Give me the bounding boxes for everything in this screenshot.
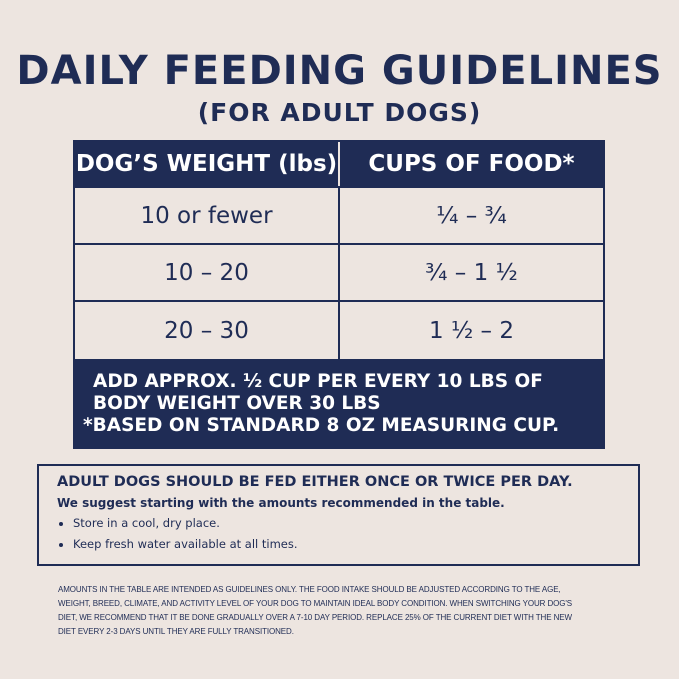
- weight-cell: 20 – 30: [164, 317, 249, 344]
- table-footnote: ADD APPROX. ½ CUP PER EVERY 10 LBS OF BO…: [75, 359, 603, 447]
- cups-cell: ¼ – ¾: [338, 188, 603, 243]
- info-heading: ADULT DOGS SHOULD BE FED EITHER ONCE OR …: [57, 474, 573, 490]
- page-title: DAILY FEEDING GUIDELINES: [16, 48, 663, 94]
- header-weight: DOG’S WEIGHT (lbs): [75, 151, 338, 177]
- info-suggestion: We suggest starting with the amounts rec…: [57, 496, 505, 510]
- table-row: 20 – 30 1 ½ – 2: [75, 302, 603, 359]
- extra-weight-note: ADD APPROX. ½ CUP PER EVERY 10 LBS OF BO…: [93, 371, 543, 414]
- feeding-table: DOG’S WEIGHT (lbs) CUPS OF FOOD* 10 or f…: [73, 140, 605, 449]
- table-header: DOG’S WEIGHT (lbs) CUPS OF FOOD*: [75, 142, 603, 188]
- bullet-item: Keep fresh water available at all times.: [73, 534, 620, 555]
- header-cups: CUPS OF FOOD*: [338, 142, 603, 186]
- bullet-item: Store in a cool, dry place.: [73, 513, 620, 534]
- fine-print: AMOUNTS IN THE TABLE ARE INTENDED AS GUI…: [58, 584, 573, 636]
- info-bullets: Store in a cool, dry place. Keep fresh w…: [57, 513, 620, 555]
- measuring-cup-note: *BASED ON STANDARD 8 OZ MEASURING CUP.: [83, 415, 560, 436]
- table-row: 10 – 20 ¾ – 1 ½: [75, 245, 603, 302]
- page-subtitle: (FOR ADULT DOGS): [197, 98, 482, 127]
- info-box: ADULT DOGS SHOULD BE FED EITHER ONCE OR …: [37, 464, 640, 566]
- weight-cell: 10 or fewer: [140, 202, 273, 229]
- cups-cell: ¾ – 1 ½: [338, 245, 603, 300]
- table-row: 10 or fewer ¼ – ¾: [75, 188, 603, 245]
- cups-cell: 1 ½ – 2: [338, 302, 603, 359]
- weight-cell: 10 – 20: [164, 259, 249, 286]
